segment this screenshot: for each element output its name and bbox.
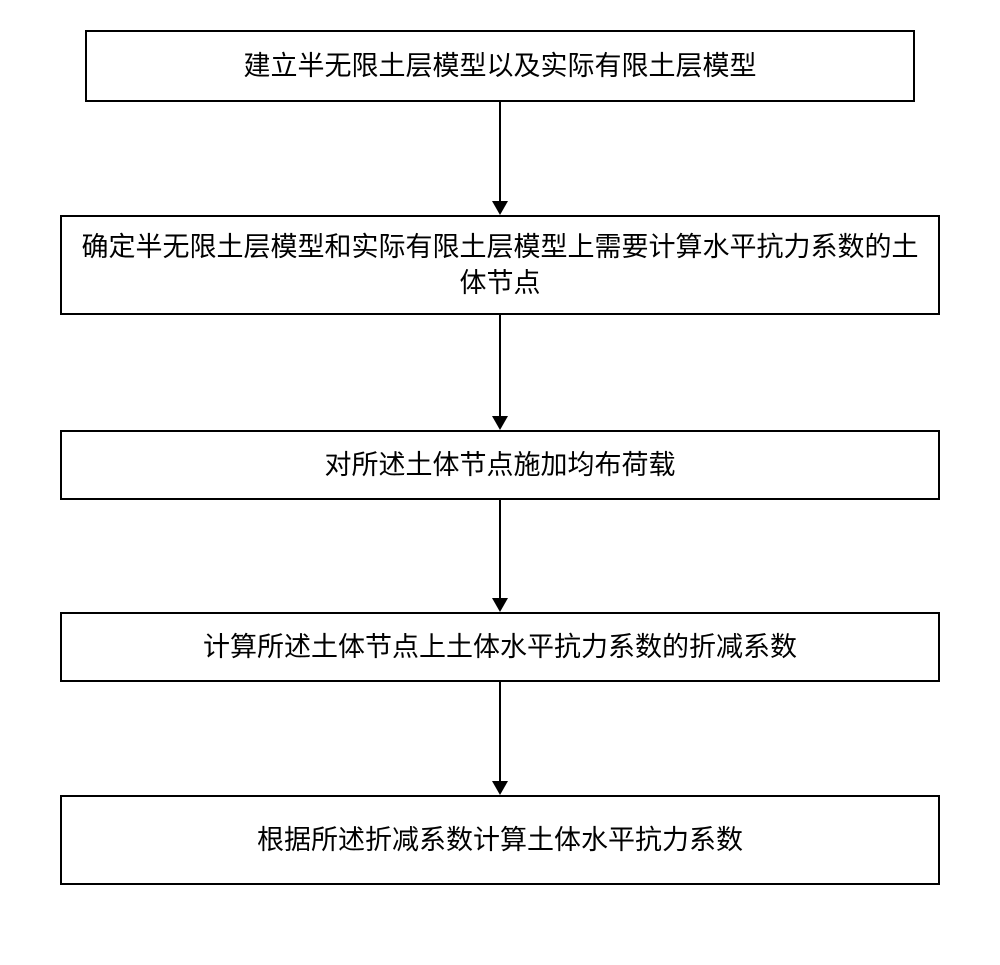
flow-box-step5: 根据所述折减系数计算土体水平抗力系数 [60,795,940,885]
arrow-head-3 [492,598,508,612]
flow-box-text: 根据所述折减系数计算土体水平抗力系数 [257,822,743,858]
flow-box-step4: 计算所述土体节点上土体水平抗力系数的折减系数 [60,612,940,682]
arrow-line-4 [499,682,501,781]
arrow-line-1 [499,102,501,201]
flow-box-step1: 建立半无限土层模型以及实际有限土层模型 [85,30,915,102]
flow-box-step3: 对所述土体节点施加均布荷载 [60,430,940,500]
arrow-head-1 [492,201,508,215]
arrow-line-3 [499,500,501,598]
flow-box-text: 建立半无限土层模型以及实际有限土层模型 [244,48,757,84]
flow-box-text: 确定半无限土层模型和实际有限土层模型上需要计算水平抗力系数的土体节点 [74,229,926,302]
flow-box-text: 计算所述土体节点上土体水平抗力系数的折减系数 [203,629,797,665]
flow-box-step2: 确定半无限土层模型和实际有限土层模型上需要计算水平抗力系数的土体节点 [60,215,940,315]
arrow-head-2 [492,416,508,430]
arrow-head-4 [492,781,508,795]
flowchart-canvas: 建立半无限土层模型以及实际有限土层模型确定半无限土层模型和实际有限土层模型上需要… [0,0,1000,965]
flow-box-text: 对所述土体节点施加均布荷载 [325,447,676,483]
arrow-line-2 [499,315,501,416]
